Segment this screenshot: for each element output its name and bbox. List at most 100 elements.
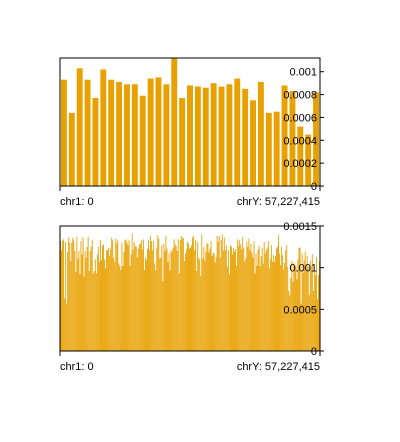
upper-bar [242,88,249,186]
lower-bar [182,237,184,351]
lower-bar [183,261,185,351]
lower-bar [71,242,73,351]
lower-bar [246,241,248,351]
lower-bar [261,247,263,351]
lower-bar [223,237,225,351]
upper-bar [194,86,201,186]
upper-bar [147,78,154,186]
lower-y-axis: 0 0.0005 0.001 0.0015 [283,221,324,358]
lower-bar [212,252,214,351]
lower-bar [72,237,74,351]
upper-bar [100,69,107,186]
lower-bar [138,244,140,351]
lower-bar [101,260,102,351]
lower-bar [164,251,166,351]
lower-bar [110,248,112,351]
lower-bar [184,253,186,351]
lower-bar [132,250,134,351]
lower-bar [216,236,218,351]
lower-bar [81,254,83,351]
upper-bar [131,84,138,186]
lower-bar [114,261,116,351]
upper-bar [60,79,67,186]
lower-bar [221,234,223,351]
lower-bar [80,241,82,351]
lower-bar [84,251,86,351]
lower-bar [180,236,182,351]
lower-bar [279,253,281,351]
lower-bar [158,238,160,351]
lower-bar [242,236,244,351]
lower-bar [97,246,99,351]
upper-bar [163,84,170,186]
lower-x-end-label: chrY: 57,227,415 [237,361,320,373]
lower-bar [222,250,224,351]
lower-bar [268,268,270,351]
lower-bar [61,250,62,351]
lower-bar [201,234,203,351]
lower-bar [105,268,106,351]
lower-bar [113,257,115,351]
lower-bar [301,253,303,351]
lower-bar [162,281,164,351]
lower-bar [239,240,241,351]
lower-bar [118,263,120,351]
lower-bar [98,261,100,351]
lower-bar [125,239,127,351]
lower-bar [298,247,300,351]
upper-bar [305,134,312,186]
lower-bar [245,258,247,351]
lower-bar [186,241,188,351]
lower-bar [63,239,65,351]
lower-bar [226,266,228,351]
lower-bar [299,247,301,351]
upper-y-tick-label: 0.001 [289,67,317,79]
lower-bar [311,254,313,351]
upper-bar [116,82,123,186]
upper-bar [139,95,146,186]
lower-bar [292,281,294,351]
lower-bar [257,249,259,351]
lower-bar [62,241,64,351]
lower-bar [286,245,288,351]
lower-bar [237,239,239,351]
lower-bar [179,240,181,351]
upper-bar [187,85,193,186]
lower-bar [192,237,194,351]
lower-histogram-panel: 0 0.0005 0.001 0.0015 chr1: 0 chrY: 57,227,… [59,221,324,373]
lower-bar [92,273,94,351]
lower-bar [142,239,144,351]
lower-bar [259,266,261,351]
lower-bar [319,261,320,351]
upper-y-tick-label: 0.0004 [283,135,317,147]
lower-bar [228,274,230,351]
lower-bar [128,240,130,351]
lower-bar [154,263,156,351]
lower-bar [202,258,204,351]
upper-bar [210,83,217,186]
lower-bar [249,250,251,351]
lower-bar [296,279,298,351]
upper-bar [84,79,91,186]
lower-bar [312,291,314,351]
lower-bar [209,248,211,351]
lower-bar [178,273,180,351]
lower-bar [236,266,238,351]
upper-bar [313,92,320,186]
lower-bar [291,261,293,351]
lower-bar [264,253,266,351]
lower-bar [147,248,148,351]
lower-bar [76,236,78,351]
lower-bar [235,249,236,351]
lower-bar [306,256,308,351]
lower-bar [74,251,76,351]
upper-bar [202,87,209,186]
lower-bar [140,240,142,351]
lower-bar [124,240,126,351]
lower-bar [313,271,315,351]
lower-plot-frame [59,225,321,352]
lower-bar [79,274,81,351]
lower-bar [66,304,68,351]
lower-bar [117,240,119,351]
lower-bar [241,249,243,351]
